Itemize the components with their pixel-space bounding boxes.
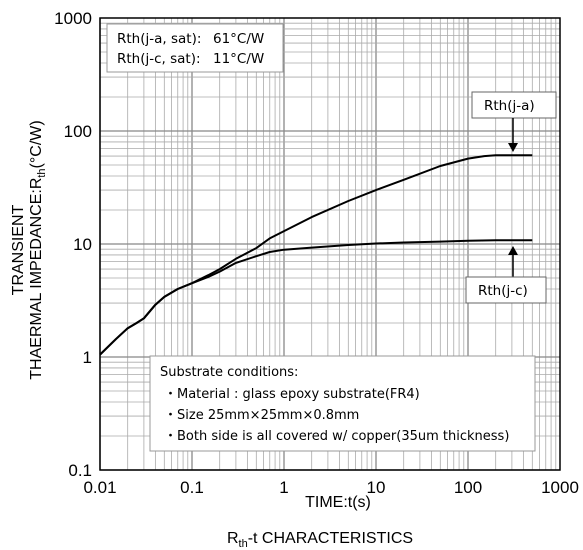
conditions-title: Substrate conditions: [160, 365, 298, 380]
x-tick-label: 1 [279, 478, 288, 497]
y-tick-label: 10 [73, 235, 92, 254]
conditions-material: ・Material : glass epoxy substrate(FR4) [164, 387, 420, 402]
y-tick-label: 0.1 [68, 461, 92, 480]
sat-jc-label: Rth(j-c, sat): [117, 51, 201, 67]
x-tick-label: 0.1 [180, 478, 204, 497]
x-axis-title: TIME:t(s) [305, 494, 371, 511]
x-tick-label: 100 [454, 478, 482, 497]
callout-rth-ja: Rth(j-a) [471, 91, 557, 152]
y-tick-label: 1 [83, 348, 92, 367]
callout-rth-ja-label: Rth(j-a) [484, 98, 535, 114]
sat-ja-label: Rth(j-a, sat): [117, 31, 201, 47]
callout-rth-jc-label: Rth(j-c) [478, 283, 528, 299]
substrate-conditions-box: Substrate conditions: ・Material : glass … [149, 355, 536, 452]
callout-rth-jc-arrow-head [508, 246, 518, 255]
sat-jc-value: 11°C/W [213, 51, 264, 67]
conditions-size: ・Size 25mm×25mm×0.8mm [164, 408, 359, 423]
sat-ja-value: 61°C/W [213, 31, 264, 47]
x-tick-label: 10 [367, 478, 386, 497]
y-tick-label: 100 [64, 122, 92, 141]
y-axis-title-line2: THAERMAL IMPEDANCE:Rth(°C/W) [28, 120, 48, 379]
y-tick-label: 1000 [54, 9, 92, 28]
series-line-rth-j-c [99, 239, 533, 356]
callout-rth-jc: Rth(j-c) [465, 246, 547, 304]
saturation-box: Rth(j-a, sat): 61°C/W Rth(j-c, sat): 11°… [106, 23, 284, 73]
y-axis-title: TRANSIENT THAERMAL IMPEDANCE:Rth(°C/W) [10, 120, 48, 379]
y-axis-title-line1: TRANSIENT [10, 204, 27, 295]
chart-caption: Rth-t CHARACTERISTICS [227, 530, 413, 550]
conditions-copper: ・Both side is all covered w/ copper(35um… [164, 429, 509, 444]
plot-frame [99, 17, 561, 471]
data-series [99, 154, 533, 356]
callout-rth-ja-arrow-head [508, 143, 518, 152]
x-tick-label: 0.01 [83, 478, 116, 497]
x-tick-label: 1000 [541, 478, 579, 497]
